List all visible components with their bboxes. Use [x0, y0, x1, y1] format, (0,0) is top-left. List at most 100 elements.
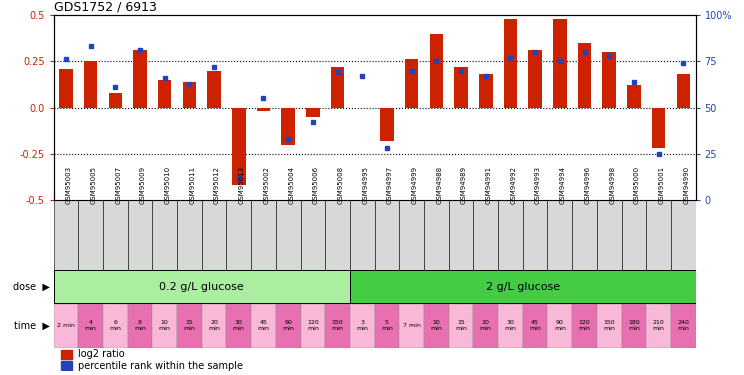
Bar — [61, 361, 72, 370]
Bar — [325, 304, 350, 348]
Text: 90
min: 90 min — [282, 320, 294, 331]
Bar — [553, 19, 567, 108]
Bar — [621, 304, 647, 348]
Text: 7 min: 7 min — [403, 323, 420, 328]
Bar — [523, 200, 548, 270]
Text: GSM94993: GSM94993 — [535, 166, 541, 204]
Bar — [671, 200, 696, 270]
Bar — [380, 108, 394, 141]
Bar — [597, 200, 621, 270]
Bar — [226, 304, 251, 348]
Bar — [103, 304, 128, 348]
Text: GSM94999: GSM94999 — [411, 166, 417, 204]
Bar — [504, 19, 517, 108]
Text: 8
min: 8 min — [134, 320, 146, 331]
Bar — [449, 200, 473, 270]
Bar — [405, 60, 418, 108]
Bar — [523, 304, 548, 348]
Bar — [350, 270, 696, 303]
Text: GSM94998: GSM94998 — [609, 166, 615, 204]
Text: 45
min: 45 min — [529, 320, 541, 331]
Bar — [177, 304, 202, 348]
Bar — [257, 108, 270, 111]
Bar — [306, 108, 320, 117]
Bar — [208, 70, 221, 108]
Text: GSM94990: GSM94990 — [683, 166, 689, 204]
Text: GSM95013: GSM95013 — [239, 166, 245, 204]
Bar — [627, 86, 641, 108]
Bar — [400, 200, 424, 270]
Bar — [84, 61, 97, 108]
Text: 10
min: 10 min — [158, 320, 170, 331]
Text: 45
min: 45 min — [257, 320, 269, 331]
Text: 3
min: 3 min — [356, 320, 368, 331]
Bar — [202, 304, 226, 348]
Bar — [301, 304, 325, 348]
Bar — [548, 200, 572, 270]
Bar — [153, 200, 177, 270]
Bar — [54, 304, 78, 348]
Bar — [572, 200, 597, 270]
Bar — [61, 350, 72, 358]
Text: GSM95004: GSM95004 — [288, 166, 294, 204]
Bar — [182, 82, 196, 108]
Text: GSM95008: GSM95008 — [338, 166, 344, 204]
Bar — [350, 304, 375, 348]
Bar — [676, 74, 690, 108]
Bar — [473, 304, 498, 348]
Bar — [528, 50, 542, 108]
Text: GSM95011: GSM95011 — [190, 166, 196, 204]
Bar — [232, 108, 246, 185]
Text: 6
min: 6 min — [109, 320, 121, 331]
Bar — [375, 200, 400, 270]
Text: GDS1752 / 6913: GDS1752 / 6913 — [54, 1, 156, 14]
Bar — [54, 200, 78, 270]
Text: 120
min: 120 min — [307, 320, 318, 331]
Bar — [251, 200, 276, 270]
Bar — [133, 50, 147, 108]
Text: 150
min: 150 min — [332, 320, 344, 331]
Text: GSM94992: GSM94992 — [510, 166, 516, 204]
Bar — [128, 304, 153, 348]
Bar — [424, 200, 449, 270]
Text: GSM94991: GSM94991 — [486, 166, 492, 204]
Text: log2 ratio: log2 ratio — [78, 349, 125, 359]
Text: 90
min: 90 min — [554, 320, 565, 331]
Bar — [603, 52, 616, 108]
Bar — [331, 67, 344, 108]
Bar — [109, 93, 122, 108]
Bar — [375, 304, 400, 348]
Bar — [647, 200, 671, 270]
Bar — [652, 108, 665, 148]
Text: percentile rank within the sample: percentile rank within the sample — [78, 361, 243, 371]
Text: GSM95003: GSM95003 — [66, 166, 72, 204]
Bar — [153, 304, 177, 348]
Text: 180
min: 180 min — [628, 320, 640, 331]
Text: GSM95000: GSM95000 — [634, 166, 640, 204]
Bar — [276, 200, 301, 270]
Bar — [103, 200, 128, 270]
Bar — [276, 304, 301, 348]
Text: 210
min: 210 min — [652, 320, 664, 331]
Bar — [78, 200, 103, 270]
Text: 0.2 g/L glucose: 0.2 g/L glucose — [159, 282, 244, 292]
Bar — [350, 200, 375, 270]
Bar — [479, 74, 493, 108]
Text: GSM95007: GSM95007 — [115, 166, 121, 204]
Text: 150
min: 150 min — [603, 320, 615, 331]
Bar — [578, 43, 591, 108]
Text: GSM95001: GSM95001 — [658, 166, 664, 204]
Text: GSM94997: GSM94997 — [387, 166, 393, 204]
Text: GSM95002: GSM95002 — [263, 166, 269, 204]
Text: 120
min: 120 min — [579, 320, 591, 331]
Bar — [424, 304, 449, 348]
Bar — [78, 304, 103, 348]
Bar — [621, 200, 647, 270]
Text: 240
min: 240 min — [677, 320, 689, 331]
Bar — [59, 69, 73, 108]
Bar — [177, 200, 202, 270]
Bar — [498, 304, 523, 348]
Bar — [671, 304, 696, 348]
Bar — [455, 67, 468, 108]
Text: GSM95012: GSM95012 — [214, 166, 220, 204]
